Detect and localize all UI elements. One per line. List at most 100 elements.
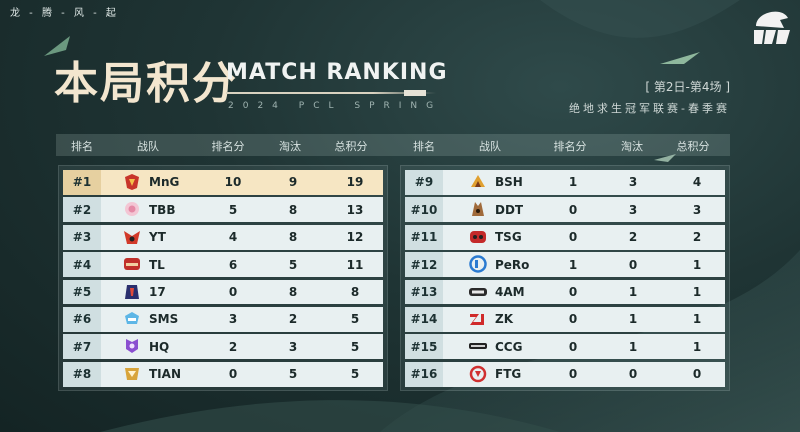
header-kills-left: 淘汰: [279, 140, 301, 153]
ranking-table-right: #9 BSH 1 3 4 #10 DDT 0 3 3 #11 TSG 0 2 2…: [400, 165, 730, 391]
total-points: 5: [350, 339, 360, 354]
team-logo-icon: [125, 367, 139, 380]
total-points: 1: [692, 312, 702, 327]
table-row: #13 4AM 0 1 1: [405, 279, 725, 305]
slogan: 龙 - 腾 - 风 - 起: [10, 8, 119, 19]
placement-points: 0: [228, 284, 238, 299]
team-logo-icon: [472, 202, 484, 217]
kill-points: 8: [288, 202, 298, 217]
rank-cell: #16: [405, 361, 443, 387]
total-points: 3: [692, 202, 702, 217]
placement-points: 1: [568, 175, 578, 190]
team-logo-icon: [124, 258, 140, 271]
kill-points: 5: [288, 257, 298, 272]
team-name: MnG: [149, 175, 180, 190]
kill-points: 1: [628, 284, 638, 299]
table-row: #8 TIAN 0 5 5: [63, 361, 383, 387]
pcl-logo-icon: [754, 11, 790, 44]
team-logo-icon: [125, 174, 139, 190]
table-row: #10 DDT 0 3 3: [405, 197, 725, 223]
rank-cell: #15: [405, 334, 443, 360]
table-row: #1 MnG 10 9 19: [63, 170, 383, 195]
total-points: 4: [692, 175, 702, 190]
team-logo-icon: [470, 230, 486, 243]
total-points: 1: [692, 284, 702, 299]
team-logo-icon: [470, 313, 484, 325]
team-name: CCG: [495, 339, 523, 354]
table-row: #5 17 0 8 8: [63, 279, 383, 305]
total-points: 19: [346, 175, 364, 190]
rank-cell: #6: [63, 306, 101, 332]
event-name: 绝地求生冠军联赛-春季赛: [569, 102, 730, 115]
rank-cell: #5: [63, 279, 101, 305]
team-logo-icon: [125, 311, 139, 324]
team-name: ZK: [495, 312, 513, 327]
ranking-table-left: #1 MnG 10 9 19 #2 TBB 5 8 13 #3 YT 4 8 1…: [58, 165, 388, 391]
team-logo-icon: [469, 343, 487, 350]
table-row: #14 ZK 0 1 1: [405, 306, 725, 332]
placement-points: 5: [228, 202, 238, 217]
team-logo-icon: [469, 365, 487, 382]
team-logo-icon: [126, 339, 138, 354]
team-logo-icon: [125, 202, 139, 217]
rank-cell: #9: [405, 170, 443, 195]
header-team-right: 战队: [479, 140, 501, 153]
page-title-english: MATCH RANKING: [226, 60, 448, 85]
team-name: 4AM: [495, 284, 525, 299]
total-points: 13: [346, 202, 364, 217]
total-points: 1: [692, 257, 702, 272]
team-name: BSH: [495, 175, 523, 190]
team-name: YT: [149, 230, 166, 245]
table-row: #12 PeRo 1 0 1: [405, 252, 725, 277]
header-placement-right: 排名分: [553, 140, 587, 153]
team-logo-icon: [124, 230, 140, 244]
team-name: SMS: [149, 312, 179, 327]
kill-points: 0: [628, 367, 638, 382]
rank-cell: #4: [63, 252, 101, 277]
column-header-bar: 排名 战队 排名分 淘汰 总积分 排名 战队 排名分 淘汰 总积分: [56, 134, 730, 156]
header-placement-left: 排名分: [211, 140, 245, 153]
kill-points: 9: [288, 175, 298, 190]
team-logo-icon: [125, 284, 139, 299]
rank-cell: #7: [63, 334, 101, 360]
team-name: HQ: [149, 339, 170, 354]
kill-points: 0: [628, 257, 638, 272]
rank-cell: #10: [405, 197, 443, 223]
kill-points: 3: [288, 339, 298, 354]
kill-points: 8: [288, 284, 298, 299]
rank-cell: #2: [63, 197, 101, 223]
header-total-left: 总积分: [334, 140, 368, 153]
header-total-right: 总积分: [676, 140, 710, 153]
table-row: #7 HQ 2 3 5: [63, 334, 383, 360]
total-points: 5: [350, 367, 360, 382]
header-rank-left: 排名: [71, 140, 93, 153]
total-points: 5: [350, 312, 360, 327]
table-row: #6 SMS 3 2 5: [63, 306, 383, 332]
total-points: 8: [350, 284, 360, 299]
team-logo-icon: [469, 287, 487, 296]
header-kills-right: 淘汰: [621, 140, 643, 153]
team-name: 17: [149, 284, 166, 299]
kill-points: 2: [628, 230, 638, 245]
match-info: [ 第2日-第4场 ]: [645, 80, 730, 94]
total-points: 11: [346, 257, 364, 272]
total-points: 2: [692, 230, 702, 245]
team-name: TL: [149, 257, 165, 272]
header-rank-right: 排名: [413, 140, 435, 153]
table-row: #16 FTG 0 0 0: [405, 361, 725, 387]
kill-points: 3: [628, 202, 638, 217]
placement-points: 3: [228, 312, 238, 327]
placement-points: 6: [228, 257, 238, 272]
team-name: TBB: [149, 202, 176, 217]
rank-cell: #1: [63, 170, 101, 195]
rank-cell: #13: [405, 279, 443, 305]
table-row: #4 TL 6 5 11: [63, 252, 383, 277]
placement-points: 0: [568, 312, 578, 327]
page-title: 本局积分: [54, 58, 238, 109]
rank-cell: #11: [405, 224, 443, 250]
placement-points: 10: [224, 175, 242, 190]
header-team-left: 战队: [137, 140, 159, 153]
season-subtitle: 2024 PCL SPRING: [228, 101, 443, 111]
placement-points: 0: [568, 202, 578, 217]
table-row: #11 TSG 0 2 2: [405, 224, 725, 250]
